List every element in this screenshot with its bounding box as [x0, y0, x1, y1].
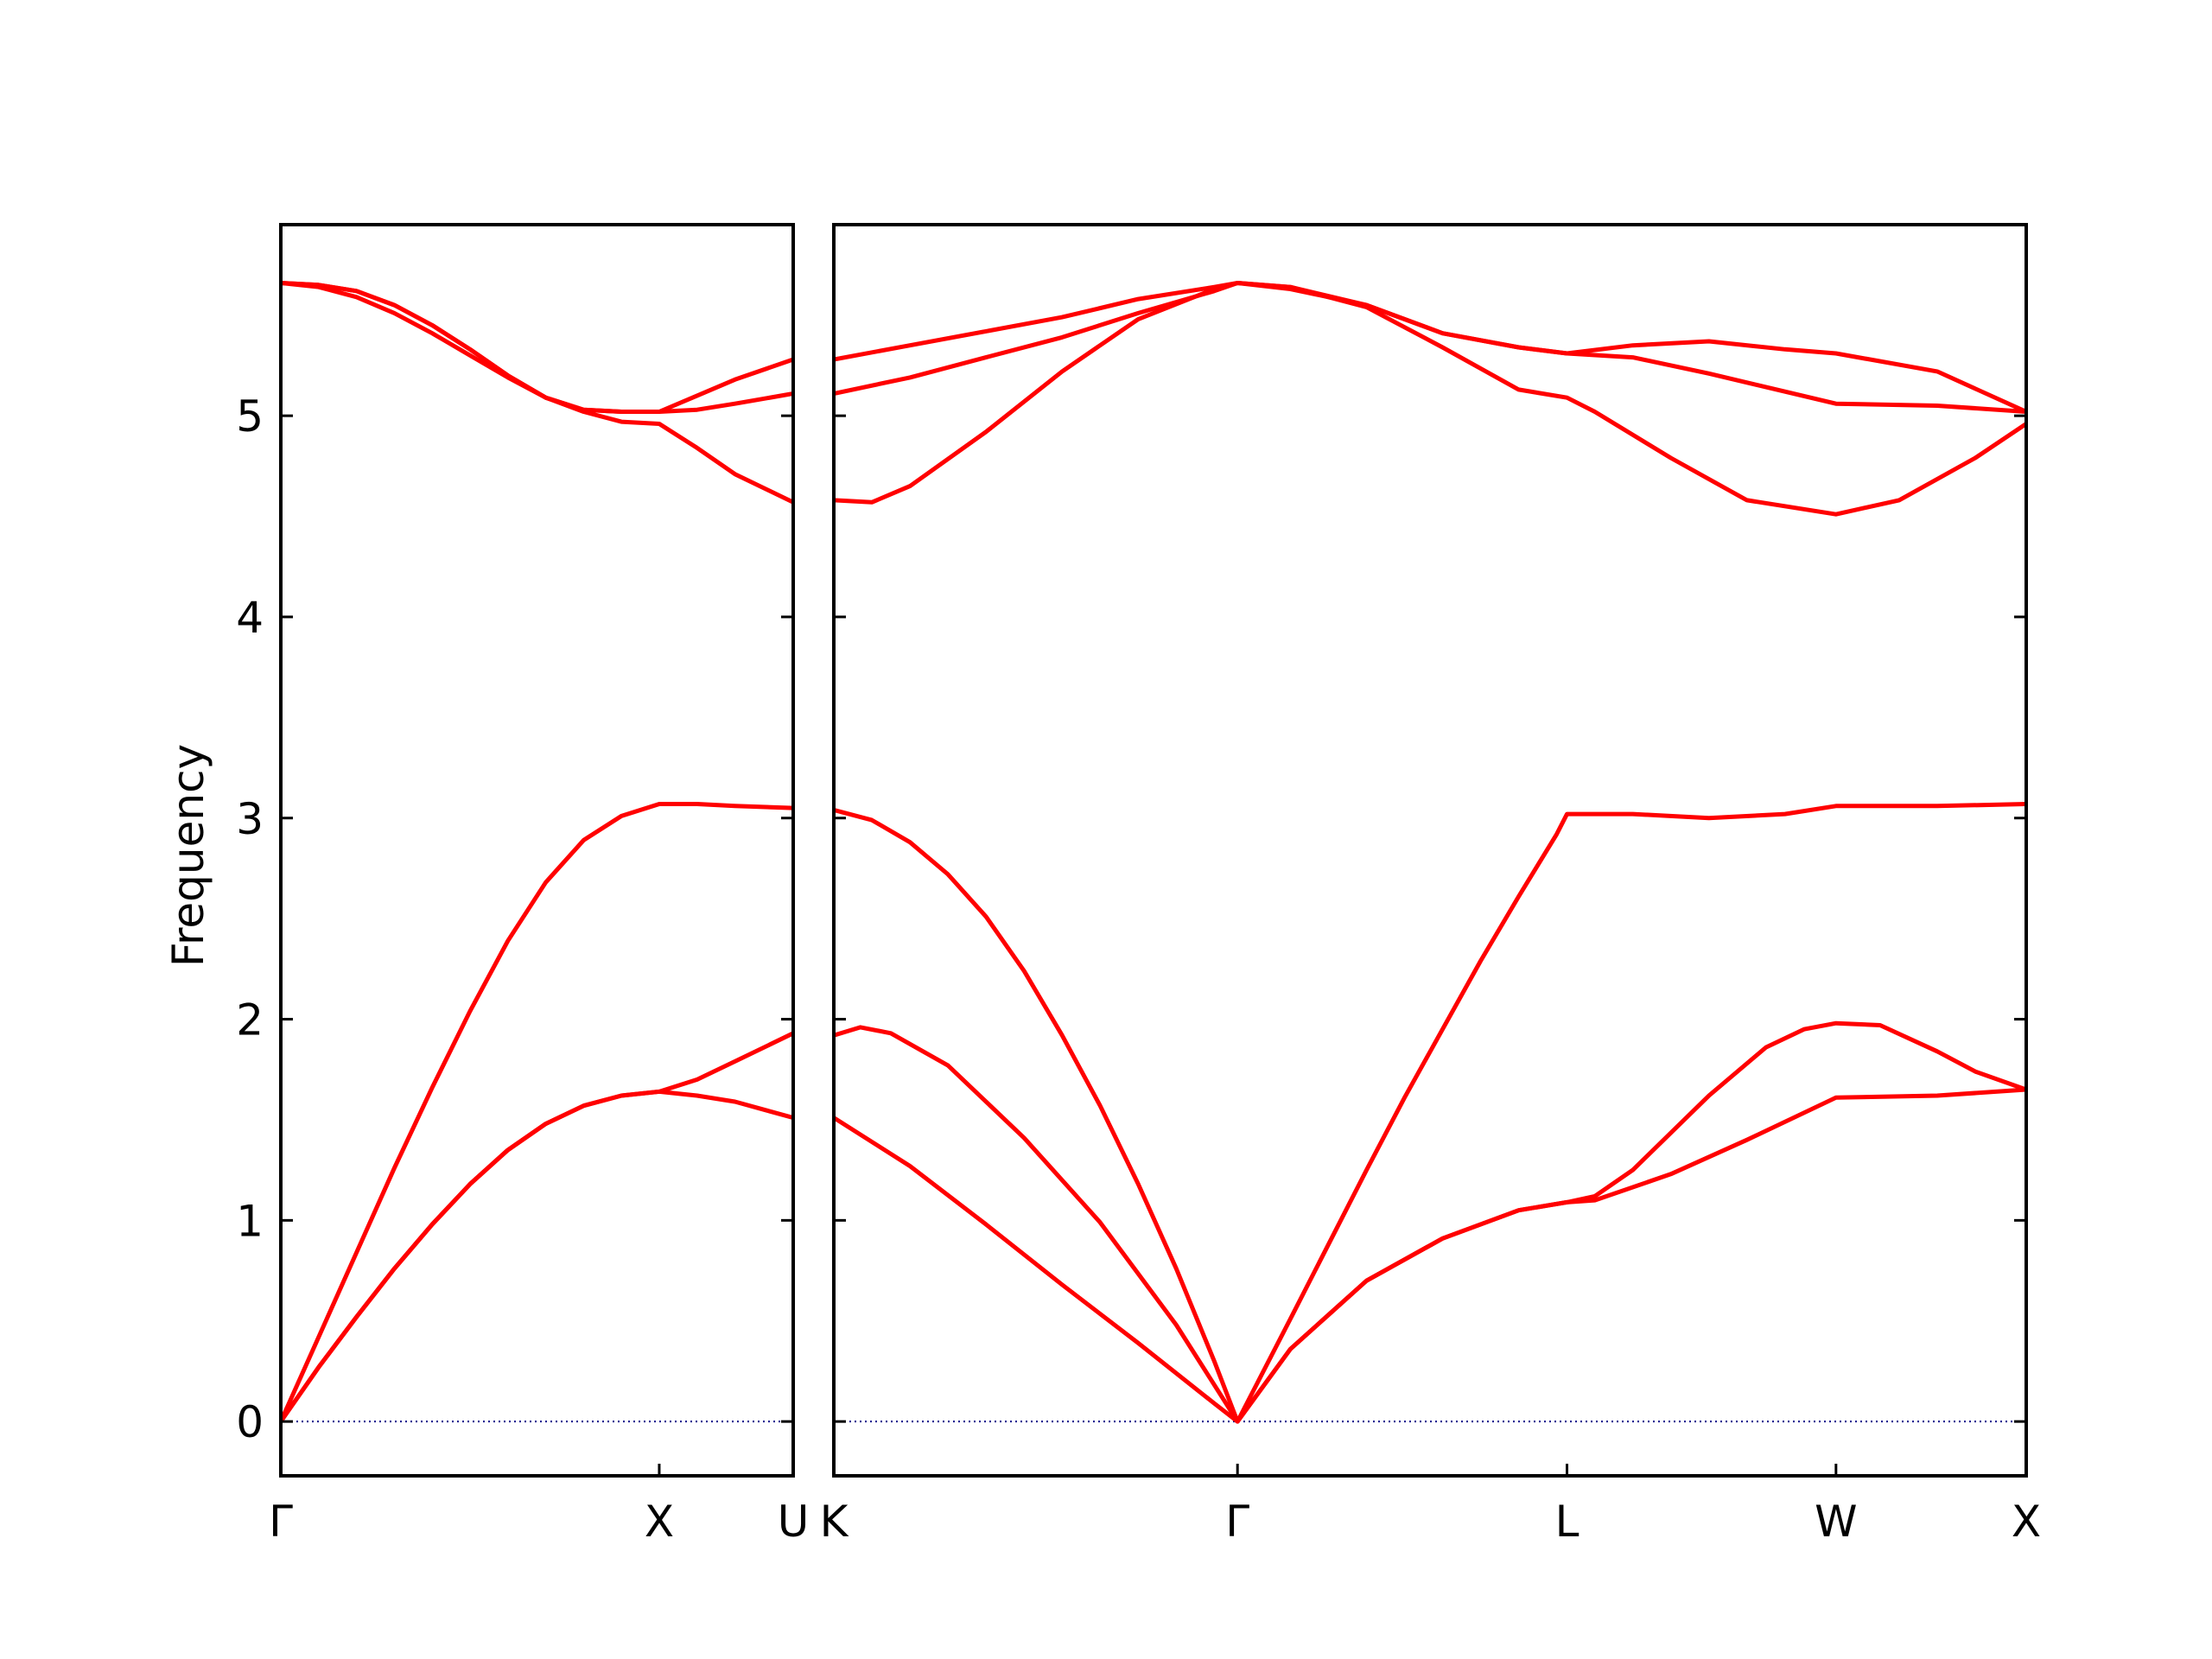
x-tick-label: L: [1555, 1497, 1580, 1547]
panel-frame: [832, 223, 2028, 1478]
band-line-6: [281, 281, 793, 414]
y-tick-label: 3: [236, 794, 264, 844]
x-tick-label: X: [2012, 1497, 2041, 1547]
x-tick-label: U: [778, 1497, 810, 1547]
band-line-3: [834, 1087, 2026, 1424]
band-line-6: [834, 281, 2026, 517]
x-tick-label: W: [1815, 1497, 1857, 1547]
x-tick-label: K: [820, 1497, 849, 1547]
band-line-1: [834, 802, 2026, 1424]
panel-frame: [279, 223, 795, 1478]
y-tick-label: 4: [236, 593, 264, 643]
x-tick-label: Γ: [269, 1497, 293, 1547]
x-tick-label: Γ: [1225, 1497, 1249, 1547]
y-tick-label: 2: [236, 995, 264, 1046]
band-line-3: [281, 1031, 793, 1423]
y-tick-label: 1: [236, 1196, 264, 1246]
band-line-1: [281, 802, 793, 1423]
y-tick-label: 5: [236, 391, 264, 442]
panel-1: 0 1 2 3 4 5 Γ X U: [236, 223, 810, 1547]
y-axis-label: Frequency: [163, 744, 213, 967]
x-tick-label: X: [645, 1497, 674, 1547]
plot-panels: 0 1 2 3 4 5 Γ X U K Γ L W X: [236, 223, 2041, 1547]
band-line-5: [834, 281, 2026, 414]
y-tick-label: 0: [236, 1397, 264, 1447]
